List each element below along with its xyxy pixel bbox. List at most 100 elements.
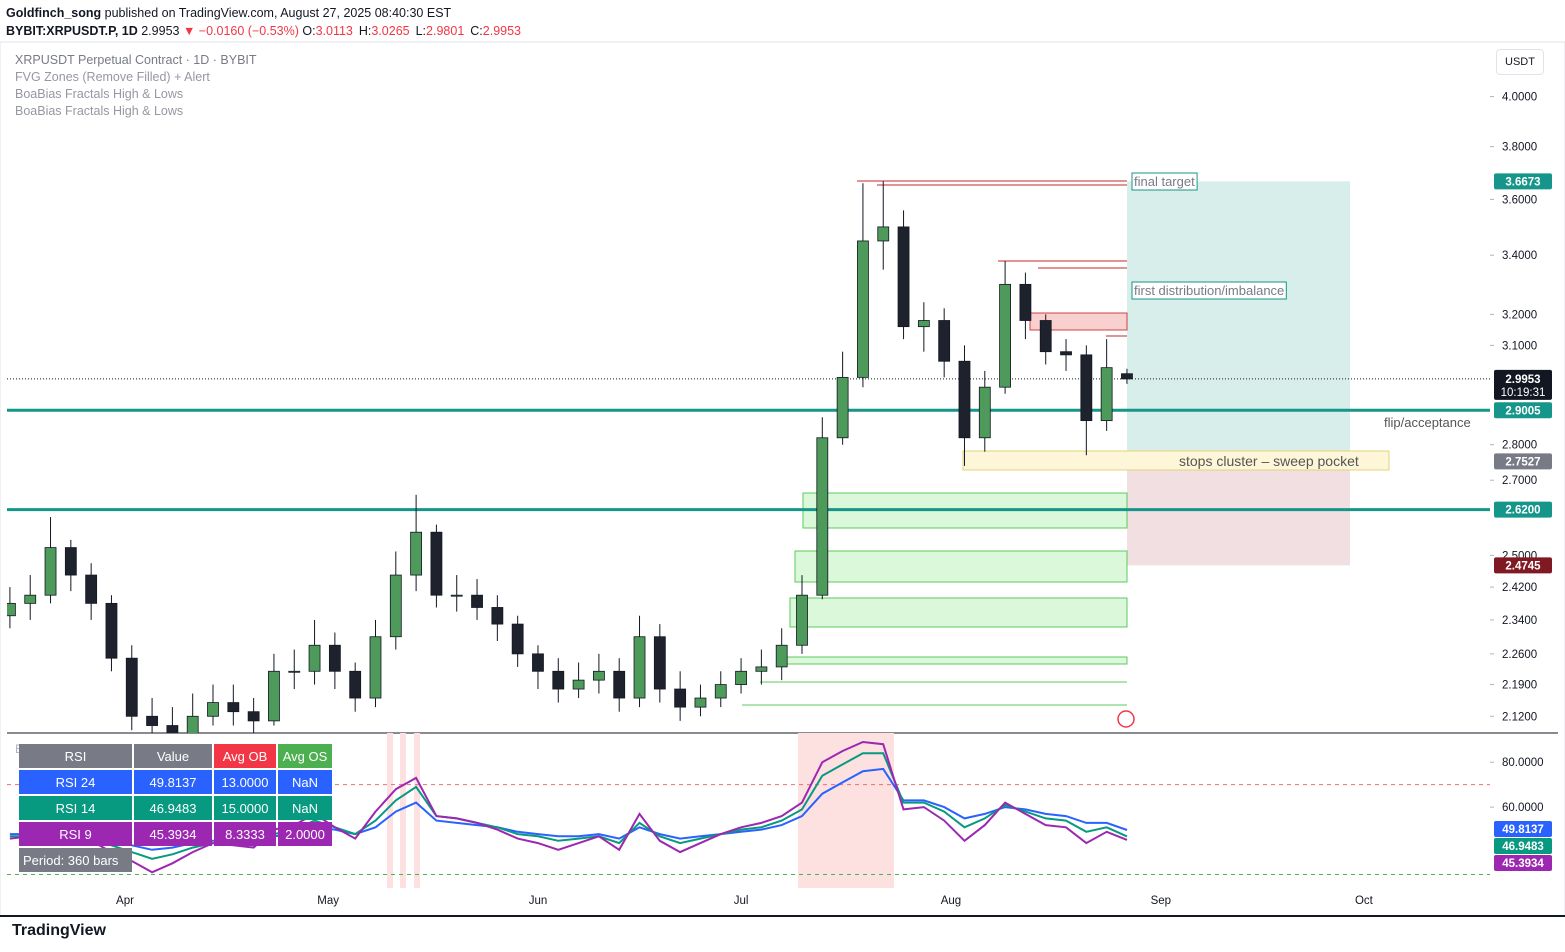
candle-body: [958, 360, 971, 439]
table-cell: 45.3934: [134, 822, 212, 846]
candle-body: [674, 688, 687, 708]
ob-zone: [400, 733, 406, 888]
price-label: 2.4745: [1505, 560, 1541, 572]
candle-body: [389, 574, 402, 638]
table-header-row: RSI Value Avg OB Avg OS: [19, 744, 332, 768]
y-tick-label: 2.2600: [1502, 649, 1537, 661]
price-label: 46.9483: [1502, 841, 1544, 853]
annotation: first distribution/imbalance: [1134, 283, 1284, 298]
table-cell: 15.0000: [214, 796, 276, 820]
header: Goldfinch_song published on TradingView.…: [6, 4, 527, 40]
candle-body: [349, 670, 362, 699]
plot: [1127, 181, 1350, 566]
x-tick-label: Sep: [1151, 895, 1171, 907]
candle-body: [166, 725, 179, 733]
candle-body: [735, 670, 747, 685]
candle-body: [593, 670, 605, 681]
candle-body: [24, 594, 37, 604]
table-cell: 2.0000: [278, 822, 332, 846]
annotation-box: [1131, 281, 1287, 300]
ohlc-value: 2.9801: [426, 24, 465, 38]
candle-body: [64, 547, 77, 576]
candle-body: [572, 679, 585, 690]
ohlc: O:3.0113 H:3.0265 L:2.9801 C:2.9953: [302, 24, 527, 38]
annotation: flip/acceptance: [1384, 415, 1471, 430]
ohlc-label: L:: [415, 24, 427, 38]
candle-body: [877, 226, 890, 242]
x-tick-label: May: [317, 895, 339, 907]
table-cell: RSI 14: [19, 796, 132, 820]
fvg-zone: [789, 597, 1128, 628]
stops-box: [962, 450, 1390, 471]
candle-body: [816, 437, 829, 596]
candle-body: [552, 670, 565, 690]
y-tick-label: 2.8000: [1502, 440, 1537, 452]
y-tick-label: 2.1200: [1502, 711, 1537, 723]
ohlc-label: O:: [302, 24, 316, 38]
table-row: RSI 9 45.3934 8.3333 2.0000: [19, 822, 332, 846]
candle-body: [1100, 367, 1113, 422]
candle-body: [1080, 354, 1093, 422]
price-label-bg: [1494, 821, 1552, 837]
bear-fvg: [1029, 312, 1128, 331]
table-footer-cell: Period: 360 bars: [19, 848, 132, 872]
candle-body: [186, 715, 199, 733]
fvg-zone: [786, 656, 1128, 665]
table-header-cell: RSI: [19, 744, 132, 768]
y-tick-label: 60.0000: [1502, 802, 1544, 814]
price-label-bg: [1494, 501, 1552, 518]
candle-body: [268, 670, 280, 722]
x-tick-label: Jun: [529, 895, 548, 907]
candle-body: [207, 702, 219, 717]
candles: [7, 181, 1490, 733]
table-cell: RSI 9: [19, 822, 132, 846]
candle-body: [1060, 351, 1072, 356]
y-tick-label: 3.6000: [1502, 194, 1537, 206]
published: published on TradingView.com, August 27,…: [104, 6, 452, 20]
y-tick-label: 4.0000: [1502, 92, 1537, 104]
candle-body: [633, 636, 646, 699]
candle-body: [288, 670, 301, 673]
table-header-cell: Avg OB: [214, 744, 276, 768]
candle-body: [999, 283, 1011, 388]
price-label-bg: [1494, 557, 1552, 574]
price: 2.9953: [141, 24, 180, 38]
candle-body: [410, 531, 423, 576]
candle-body: [755, 666, 768, 672]
rsi-line: [9, 752, 1128, 860]
price-label: 3.6673: [1505, 176, 1540, 188]
candle-body: [836, 376, 849, 439]
annotation: stops cluster – sweep pocket: [1179, 453, 1359, 469]
currency-button[interactable]: USDT: [1496, 49, 1544, 75]
legend-item: BoaBias Fractals High & Lows: [15, 104, 184, 118]
candle-body: [369, 636, 382, 699]
table-cell: 13.0000: [214, 770, 276, 794]
candle-body: [857, 240, 869, 378]
ohlc-label: H:: [358, 24, 372, 38]
table-cell: 49.8137: [134, 770, 212, 794]
price-label-bg: [1494, 173, 1552, 190]
table-header-cell: Avg OS: [278, 744, 332, 768]
y-tick-label: 2.3400: [1502, 615, 1537, 627]
y-tick-label: 2.1900: [1502, 680, 1537, 692]
candle-body: [491, 607, 504, 625]
candle-body: [917, 320, 930, 328]
table-cell: NaN: [278, 796, 332, 820]
price-label: 49.8137: [1502, 824, 1544, 836]
y-tick-label: 2.7000: [1502, 475, 1537, 487]
ob-zone: [387, 733, 393, 888]
candle-body: [430, 531, 443, 596]
candle-body: [450, 594, 463, 597]
y-tick-label: 3.8000: [1502, 142, 1537, 154]
ob-zone: [798, 733, 894, 888]
price-label: 2.9953: [1505, 374, 1540, 386]
ohlc-value: 3.0113: [315, 24, 353, 38]
table-row: RSI 24 49.8137 13.0000 NaN: [19, 770, 332, 794]
y-tick-label: 3.1000: [1502, 340, 1537, 352]
publisher: Goldfinch_song: [6, 6, 102, 20]
y-tick-label: 2.4200: [1502, 582, 1537, 594]
symbol: BYBIT:XRPUSDT.P, 1D: [6, 24, 138, 38]
candle-body: [714, 684, 727, 699]
